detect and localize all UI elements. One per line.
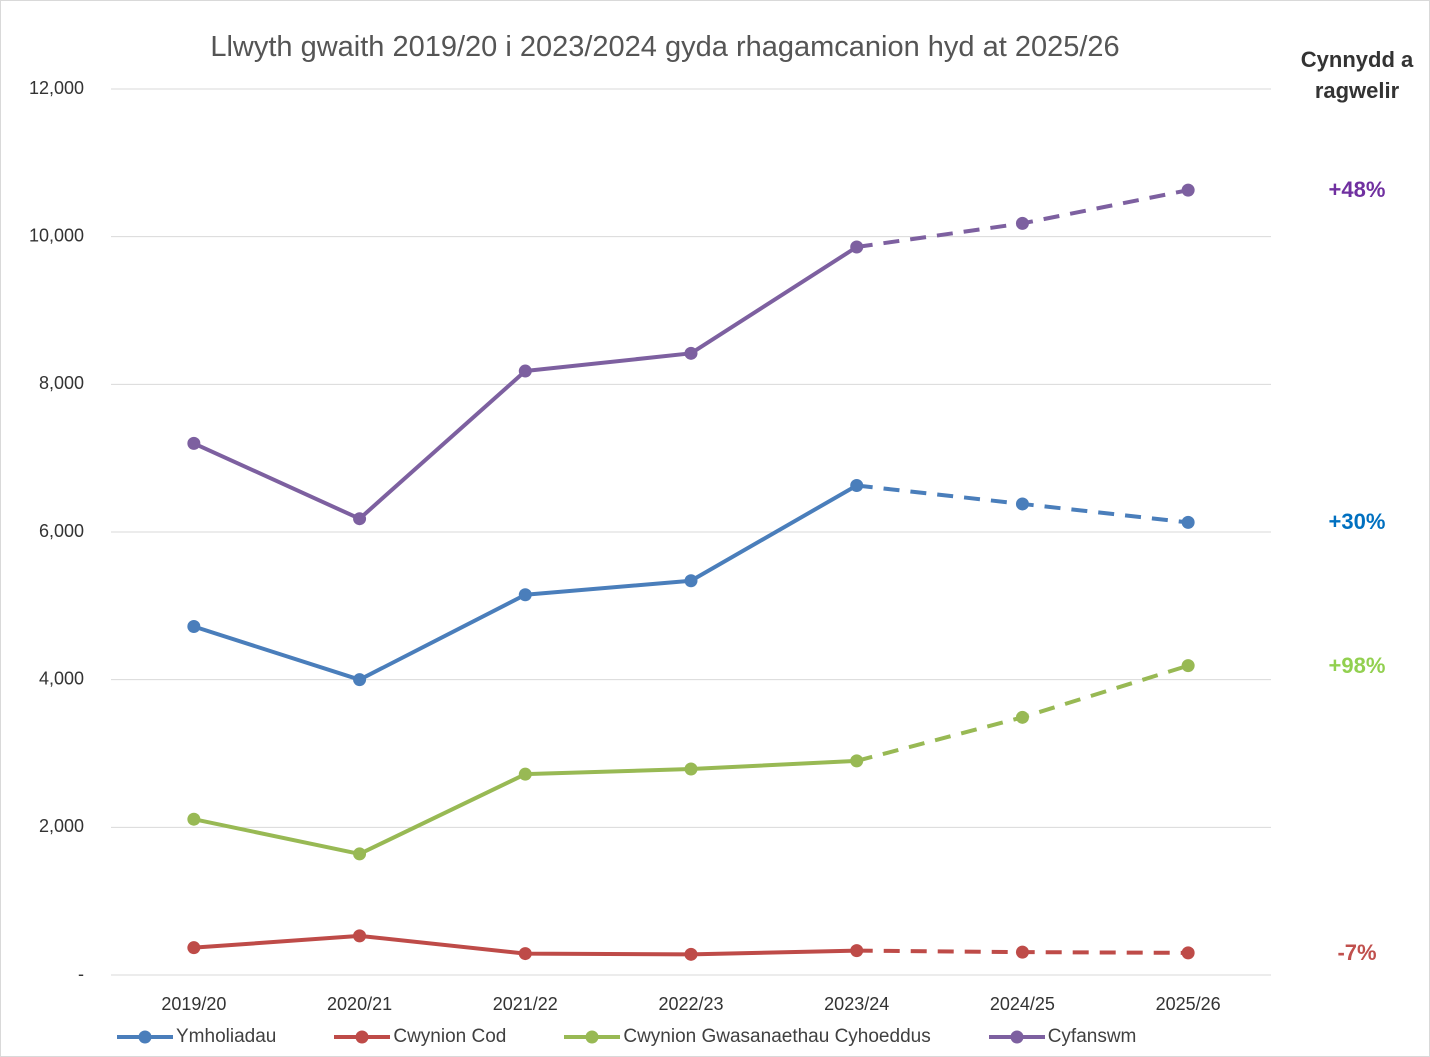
y-tick-label: 8,000 bbox=[39, 373, 84, 393]
side-heading: Cynnydd a ragwelir bbox=[1300, 47, 1414, 103]
legend-item: Ymholiadau bbox=[117, 1026, 276, 1048]
point bbox=[684, 346, 698, 360]
point bbox=[518, 364, 532, 378]
point bbox=[1015, 945, 1029, 959]
legend-marker bbox=[585, 1030, 599, 1044]
legend-marker bbox=[1010, 1030, 1024, 1044]
legend-swatch bbox=[334, 1030, 391, 1044]
change-label: -7% bbox=[1337, 939, 1377, 965]
chart-title: Llwyth gwaith 2019/20 i 2023/2024 gyda r… bbox=[210, 31, 1120, 63]
change-label: +30% bbox=[1328, 509, 1386, 535]
legend-label: Cyfanswm bbox=[1047, 1026, 1137, 1047]
point bbox=[684, 947, 698, 961]
point bbox=[850, 478, 864, 492]
point bbox=[353, 512, 367, 526]
point bbox=[1181, 946, 1195, 960]
point bbox=[850, 944, 864, 958]
x-tick-label: 2022/23 bbox=[658, 994, 723, 1014]
point bbox=[187, 812, 201, 826]
point bbox=[684, 762, 698, 776]
legend-marker bbox=[355, 1030, 369, 1044]
legend-label: Cwynion Cod bbox=[393, 1026, 507, 1047]
y-tick-label: 12,000 bbox=[29, 78, 84, 98]
point bbox=[1015, 497, 1029, 511]
x-tick-label: 2023/24 bbox=[824, 994, 889, 1014]
point bbox=[850, 754, 864, 768]
point bbox=[353, 847, 367, 861]
point bbox=[187, 941, 201, 955]
legend-item: Cwynion Cod bbox=[334, 1026, 506, 1048]
point bbox=[1181, 183, 1195, 197]
point bbox=[684, 574, 698, 588]
point bbox=[518, 947, 532, 961]
point bbox=[1181, 659, 1195, 673]
x-tick-label: 2020/21 bbox=[327, 994, 392, 1014]
point bbox=[518, 588, 532, 602]
legend-swatch bbox=[988, 1030, 1045, 1044]
legend-item: Cwynion Gwasanaethau Cyhoeddus bbox=[564, 1026, 931, 1048]
series-line bbox=[193, 245, 858, 521]
legend-label: Ymholiadau bbox=[176, 1026, 277, 1047]
y-tick-label: 10,000 bbox=[29, 225, 84, 245]
x-tick-label: 2025/26 bbox=[1156, 994, 1221, 1014]
y-tick-label: 4,000 bbox=[39, 668, 84, 688]
x-tick-label: 2021/22 bbox=[493, 994, 558, 1014]
point bbox=[1181, 515, 1195, 529]
point bbox=[850, 240, 864, 254]
legend-label: Cwynion Gwasanaethau Cyhoeddus bbox=[623, 1026, 931, 1047]
legend-swatch bbox=[117, 1030, 173, 1044]
x-tick-label: 2024/25 bbox=[990, 994, 1055, 1014]
change-label: +48% bbox=[1328, 177, 1386, 203]
point bbox=[518, 767, 532, 781]
x-tick-label: 2019/20 bbox=[161, 994, 226, 1014]
point bbox=[1015, 216, 1029, 230]
y-tick-label: 6,000 bbox=[39, 521, 84, 541]
point bbox=[353, 673, 367, 687]
legend: Ymholiadau Cwynion Cod Cwynion Gwasanaetha… bbox=[117, 1026, 1194, 1048]
point bbox=[353, 929, 367, 943]
series-line bbox=[193, 483, 858, 682]
point bbox=[187, 436, 201, 450]
point bbox=[1015, 710, 1029, 724]
legend-swatch bbox=[564, 1030, 621, 1044]
y-tick-label: - bbox=[78, 964, 84, 984]
legend-item: Cyfanswm bbox=[988, 1026, 1137, 1048]
y-tick-label: 2,000 bbox=[39, 816, 84, 836]
legend-marker bbox=[138, 1030, 152, 1044]
change-label: +98% bbox=[1328, 652, 1386, 678]
point bbox=[187, 620, 201, 634]
